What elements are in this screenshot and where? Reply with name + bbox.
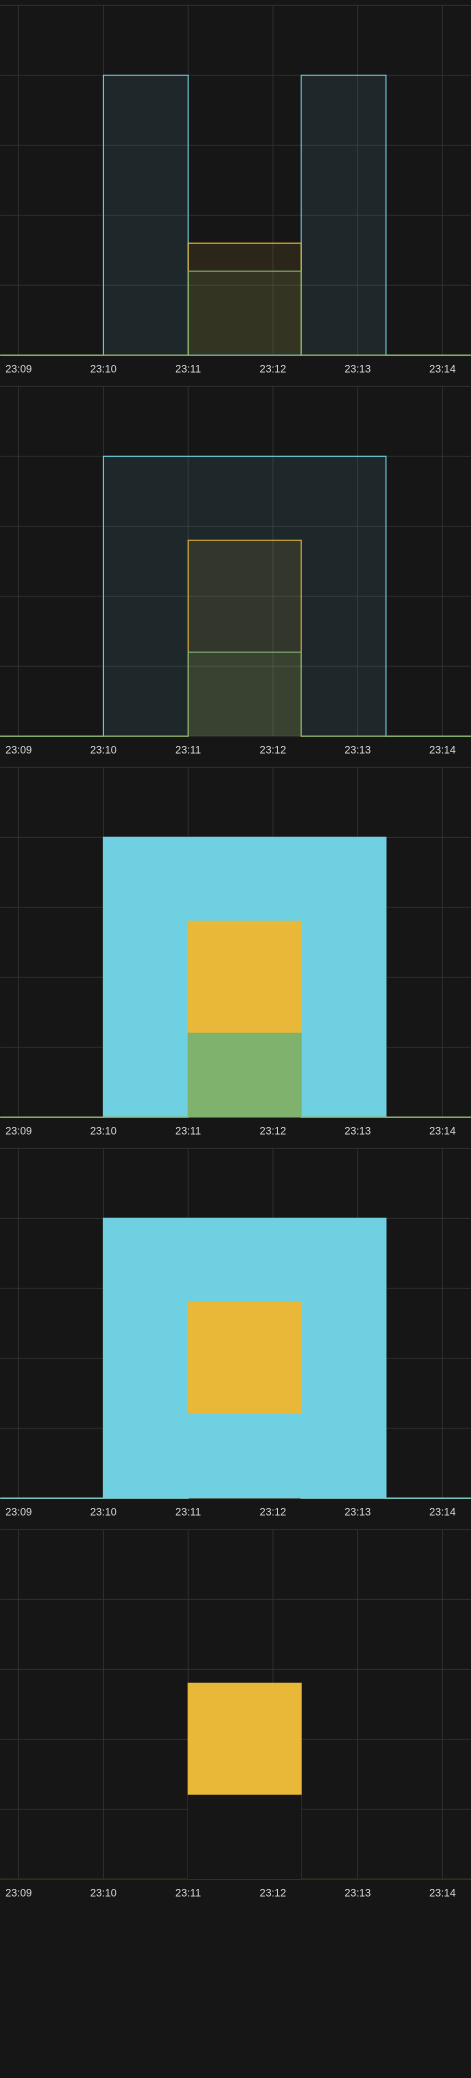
x-tick-label: 23:12: [260, 364, 287, 376]
x-tick-label: 23:12: [260, 1507, 287, 1519]
series-line: [0, 270, 471, 356]
series-area: [0, 540, 471, 737]
series-area: [0, 1302, 471, 1499]
x-tick-label: 23:09: [5, 1126, 32, 1138]
series-area: [0, 1414, 471, 1499]
x-tick-label: 23:10: [90, 364, 117, 376]
x-tick-label: 23:14: [429, 364, 456, 376]
series-area: [0, 243, 471, 356]
series-area: [0, 652, 471, 737]
x-tick-label: 23:12: [260, 745, 287, 757]
x-tick-label: 23:11: [175, 745, 201, 757]
series-area: [0, 456, 471, 737]
x-tick-label: 23:11: [175, 1126, 201, 1138]
x-tick-label: 23:09: [5, 364, 32, 376]
series-area: [0, 1795, 471, 1880]
series-area: [0, 1033, 471, 1118]
x-tick-label: 23:14: [429, 1888, 456, 1900]
x-tick-label: 23:10: [90, 745, 117, 757]
x-tick-label: 23:09: [5, 1888, 32, 1900]
series-area: [0, 1683, 471, 1880]
x-tick-label: 23:14: [429, 1126, 456, 1138]
x-tick-label: 23:10: [90, 1888, 117, 1900]
series-area: [0, 271, 471, 356]
series-line: [0, 74, 471, 356]
x-tick-label: 23:11: [175, 1888, 201, 1900]
x-tick-label: 23:13: [344, 1888, 371, 1900]
series-line: [0, 1794, 471, 1880]
x-tick-label: 23:09: [5, 1507, 32, 1519]
x-tick-label: 23:13: [344, 1126, 371, 1138]
x-tick-label: 23:14: [429, 745, 456, 757]
x-tick-label: 23:11: [175, 364, 201, 376]
x-tick-label: 23:14: [429, 1507, 456, 1519]
x-tick-label: 23:10: [90, 1507, 117, 1519]
x-tick-label: 23:13: [344, 1507, 371, 1519]
x-tick-label: 23:12: [260, 1126, 287, 1138]
x-tick-label: 23:11: [175, 1507, 201, 1519]
x-tick-label: 23:10: [90, 1126, 117, 1138]
series-line: [0, 1413, 471, 1499]
x-tick-label: 23:12: [260, 1888, 287, 1900]
x-tick-label: 23:13: [344, 364, 371, 376]
series-line: [0, 1032, 471, 1118]
x-tick-label: 23:13: [344, 745, 371, 757]
series-area: [0, 921, 471, 1118]
series-line: [0, 651, 471, 737]
x-tick-label: 23:09: [5, 745, 32, 757]
series-area: [0, 75, 471, 356]
